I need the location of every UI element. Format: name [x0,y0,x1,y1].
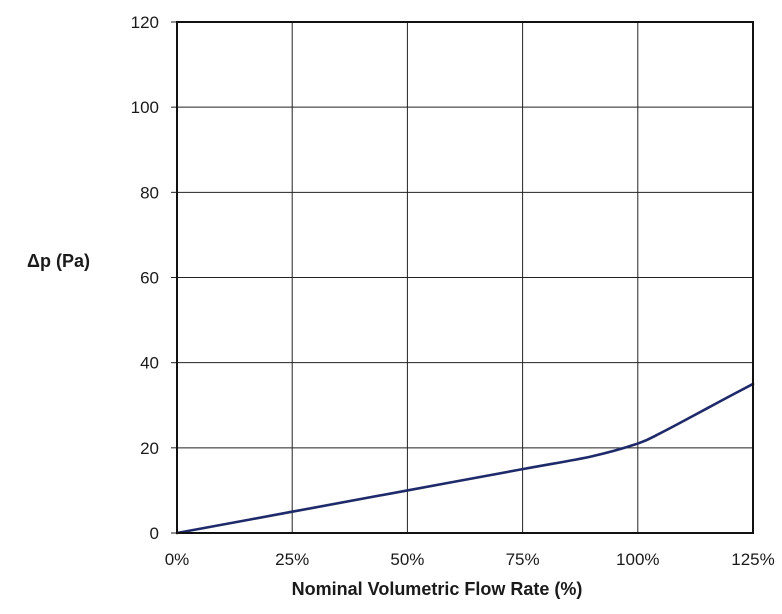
plot-frame [176,21,754,534]
y-axis-ticks: 0 20 40 60 80 100 120 [131,13,159,543]
x-tick-label: 50% [390,550,424,569]
pressure-drop-series-line [175,382,755,535]
grid [171,21,754,534]
y-axis-title: Δp (Pa) [27,251,90,271]
y-tick-label: 0 [150,524,159,543]
y-tick-label: 40 [140,354,159,373]
x-axis-ticks: 0% 25% 50% 75% 100% 125% [165,550,775,569]
x-axis-title: Nominal Volumetric Flow Rate (%) [292,579,583,599]
y-tick-label: 20 [140,439,159,458]
y-tick-label: 100 [131,98,159,117]
series-layer [175,382,755,535]
y-tick-label: 60 [140,269,159,288]
x-tick-label: 75% [506,550,540,569]
x-tick-label: 125% [731,550,774,569]
x-tick-label: 25% [275,550,309,569]
y-tick-label: 80 [140,183,159,202]
y-tick-label: 120 [131,13,159,32]
x-tick-label: 100% [616,550,659,569]
x-tick-label: 0% [165,550,190,569]
